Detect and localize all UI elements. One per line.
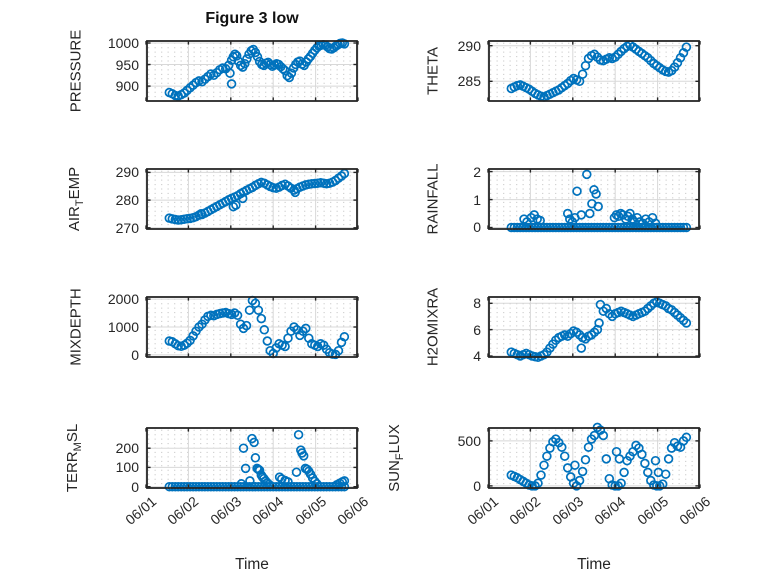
- plot-rainfall: [487, 168, 701, 233]
- figure-title: Figure 3 low: [205, 10, 299, 27]
- x-tick-label: 06/03: [206, 493, 245, 528]
- x-tick-label: 06/04: [249, 493, 287, 528]
- plot-sun-flux: [487, 422, 701, 491]
- y-tick-label: 0: [473, 477, 481, 494]
- scatter-points: [164, 168, 350, 225]
- y-tick-label: 4: [473, 348, 481, 365]
- tick-marks: [145, 169, 359, 229]
- x-tick-label: 06/05: [633, 493, 671, 528]
- scatter-points: [164, 38, 350, 101]
- x-tick-label: 06/06: [676, 493, 714, 528]
- x-tick-label: 06/02: [506, 493, 544, 528]
- plot-h2omixra: [487, 296, 701, 363]
- axes-box: [146, 40, 358, 102]
- plot-mixdepth: [145, 295, 359, 360]
- scatter-points: [506, 422, 692, 491]
- scatter-points: [506, 169, 692, 233]
- y-axis-label-terr_msl: TERRMSL: [64, 423, 84, 493]
- tick-marks: [487, 41, 701, 101]
- y-tick-label: 200: [115, 440, 139, 457]
- x-tick-label: 06/04: [591, 493, 629, 528]
- y-tick-label: 100: [115, 459, 139, 476]
- y-axis-label-h2omixra: H2OMIXRA: [424, 287, 442, 367]
- scatter-points: [164, 295, 350, 360]
- x-tick-label: 06/05: [291, 493, 329, 528]
- y-axis-label-rainfall: RAINFALL: [424, 163, 442, 235]
- plot-terr-msl: [145, 427, 359, 492]
- scatter-points: [164, 429, 350, 492]
- y-tick-label: 290: [457, 37, 481, 54]
- y-tick-label: 6: [473, 321, 481, 338]
- y-tick-label: 1: [473, 191, 481, 208]
- axes-box: [488, 427, 700, 489]
- y-tick-label: 270: [115, 219, 139, 236]
- tick-marks: [145, 428, 359, 488]
- plot-theta: [487, 40, 701, 102]
- plot-air-temp: [145, 168, 359, 230]
- scatter-points: [506, 40, 692, 102]
- y-tick-label: 0: [131, 346, 139, 363]
- major-grid: [487, 41, 701, 101]
- x-tick-label: 06/02: [164, 493, 202, 528]
- y-axis-label-theta: THETA: [424, 46, 442, 96]
- tick-marks: [487, 169, 701, 229]
- y-tick-label: 285: [457, 73, 481, 90]
- x-tick-label: 06/01: [464, 493, 502, 528]
- scatter-points: [506, 297, 692, 363]
- axes-box: [146, 168, 358, 230]
- y-axis-label-air_temp: AIRTEMP: [66, 166, 86, 232]
- tick-marks: [487, 297, 701, 357]
- x-tick-label: 06/03: [548, 493, 587, 528]
- y-tick-label: 8: [473, 295, 481, 312]
- y-tick-label: 2000: [107, 291, 139, 308]
- y-tick-label: 0: [473, 219, 481, 236]
- y-tick-label: 1000: [107, 35, 139, 51]
- x-axis-label-right: Time: [577, 556, 611, 573]
- plot-pressure: [145, 38, 359, 102]
- y-tick-label: 900: [115, 78, 139, 95]
- minor-grid: [490, 298, 698, 354]
- y-axis-label-sun_flux: SUNFLUX: [386, 424, 406, 492]
- tick-marks: [487, 428, 701, 488]
- y-tick-label: 950: [115, 56, 139, 73]
- y-axis-label-pressure: PRESSURE: [67, 29, 85, 113]
- y-tick-label: 500: [457, 432, 481, 449]
- y-tick-label: 290: [115, 164, 139, 181]
- axes-box: [146, 427, 358, 489]
- y-tick-label: 280: [115, 192, 139, 209]
- y-tick-label: 0: [131, 478, 139, 495]
- y-axis-label-mixdepth: MIXDEPTH: [67, 288, 85, 366]
- y-tick-label: 2: [473, 163, 481, 180]
- tick-marks: [145, 41, 359, 101]
- x-tick-label: 06/01: [122, 493, 160, 528]
- x-tick-label: 06/06: [334, 493, 372, 528]
- tick-marks: [145, 297, 359, 357]
- axes-box: [488, 296, 700, 358]
- y-tick-label: 1000: [107, 319, 139, 335]
- axes-box: [488, 40, 700, 102]
- x-axis-label-left: Time: [235, 556, 269, 573]
